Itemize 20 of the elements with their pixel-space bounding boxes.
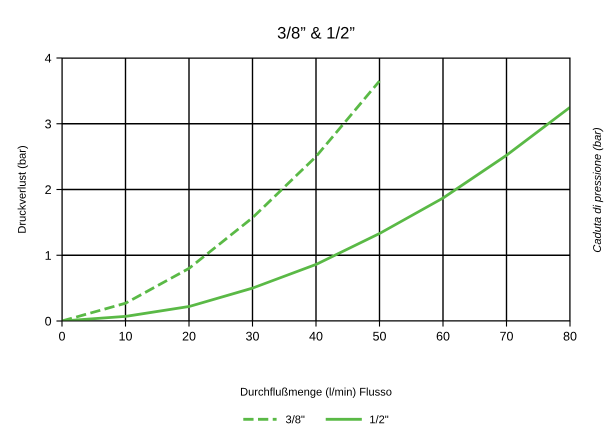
legend-label: 3/8": [286, 415, 304, 424]
x-tick-label: 10: [120, 332, 132, 341]
x-tick-label: 20: [182, 332, 196, 341]
chart-title: 3/8” & 1/2”: [278, 26, 354, 39]
x-tick-label: 40: [309, 332, 322, 341]
x-tick-label: 80: [564, 332, 576, 341]
x-tick-label: 60: [436, 332, 450, 341]
y-tick-label: 1: [46, 251, 51, 260]
x-tick-label: 50: [373, 332, 386, 341]
x-axis-title: Durchflußmenge (l/min) Flusso: [240, 388, 392, 398]
legend-label: 1/2": [370, 415, 388, 424]
x-tick-label: 0: [59, 332, 65, 341]
y-tick-label: 2: [45, 185, 51, 194]
y2-axis-title: Caduta di pressione (bar): [592, 128, 604, 252]
x-tick-label: 30: [246, 332, 259, 341]
x-tick-label: 70: [500, 332, 513, 341]
y-tick-label: 0: [45, 316, 52, 326]
y-tick-label: 3: [45, 120, 52, 128]
y-axis-title: Druckverlust (bar): [18, 146, 28, 233]
y-tick-label: 4: [44, 54, 52, 63]
